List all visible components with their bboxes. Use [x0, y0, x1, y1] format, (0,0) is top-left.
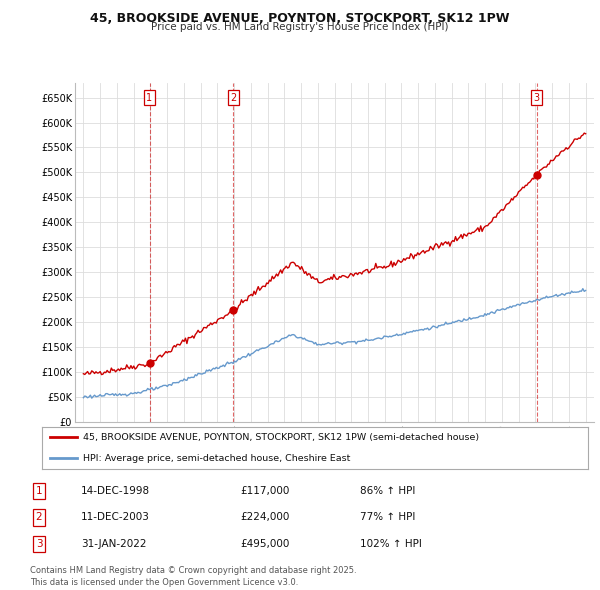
- Text: 31-JAN-2022: 31-JAN-2022: [81, 539, 146, 549]
- Text: 3: 3: [533, 93, 540, 103]
- Text: £495,000: £495,000: [240, 539, 289, 549]
- Text: 1: 1: [35, 486, 43, 496]
- Text: £117,000: £117,000: [240, 486, 289, 496]
- Text: 45, BROOKSIDE AVENUE, POYNTON, STOCKPORT, SK12 1PW (semi-detached house): 45, BROOKSIDE AVENUE, POYNTON, STOCKPORT…: [83, 432, 479, 442]
- Text: Contains HM Land Registry data © Crown copyright and database right 2025.
This d: Contains HM Land Registry data © Crown c…: [30, 566, 356, 587]
- Text: 1: 1: [146, 93, 152, 103]
- Text: 102% ↑ HPI: 102% ↑ HPI: [360, 539, 422, 549]
- Text: 3: 3: [35, 539, 43, 549]
- Text: £224,000: £224,000: [240, 513, 289, 522]
- Text: 11-DEC-2003: 11-DEC-2003: [81, 513, 150, 522]
- Text: 45, BROOKSIDE AVENUE, POYNTON, STOCKPORT, SK12 1PW: 45, BROOKSIDE AVENUE, POYNTON, STOCKPORT…: [90, 12, 510, 25]
- Text: HPI: Average price, semi-detached house, Cheshire East: HPI: Average price, semi-detached house,…: [83, 454, 350, 463]
- Text: 14-DEC-1998: 14-DEC-1998: [81, 486, 150, 496]
- Text: 77% ↑ HPI: 77% ↑ HPI: [360, 513, 415, 522]
- Text: 86% ↑ HPI: 86% ↑ HPI: [360, 486, 415, 496]
- Text: 2: 2: [35, 513, 43, 522]
- Text: Price paid vs. HM Land Registry's House Price Index (HPI): Price paid vs. HM Land Registry's House …: [151, 22, 449, 32]
- Text: 2: 2: [230, 93, 236, 103]
